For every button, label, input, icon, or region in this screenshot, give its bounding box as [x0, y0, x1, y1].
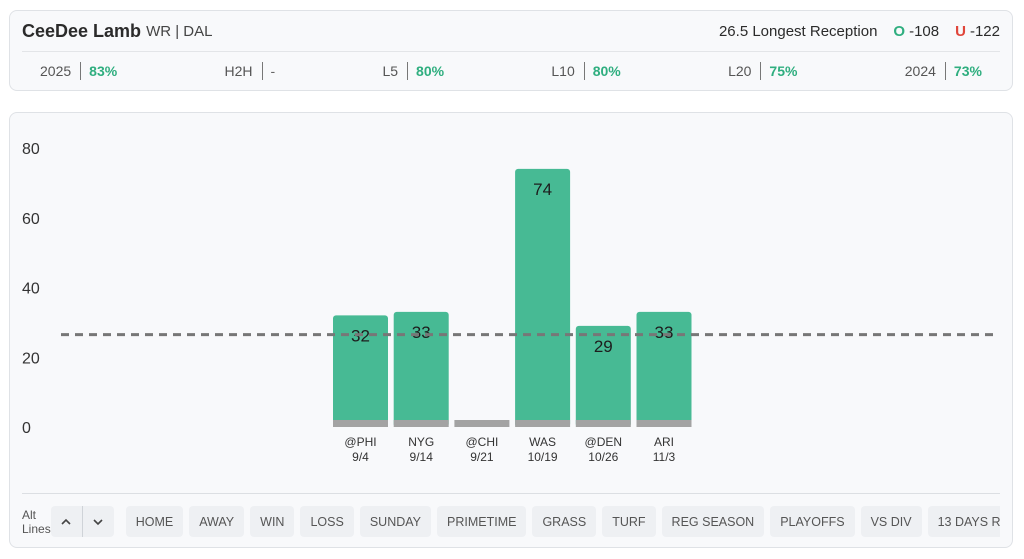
stat-label: L10	[551, 63, 575, 79]
alt-line-up[interactable]	[51, 506, 82, 537]
stats-row: 2025 83% H2H - L5 80% L10 80% L20 75% 2024 73%	[40, 51, 982, 91]
stat-label: 2025	[40, 63, 72, 79]
stat-value: 73%	[953, 63, 982, 79]
stat-value: 80%	[416, 63, 445, 79]
player-position: WR | DAL	[146, 22, 213, 40]
over-odds[interactable]: -108	[909, 22, 940, 40]
filter-button[interactable]: WIN	[250, 506, 295, 537]
bar	[333, 315, 388, 427]
filter-button[interactable]: VS DIV	[860, 506, 922, 537]
stat: L20 75%	[728, 62, 797, 80]
bar-base	[515, 420, 571, 427]
stat-label: L5	[382, 63, 399, 79]
x-tick-label: @CHI	[465, 435, 498, 449]
under-odds[interactable]: -122	[969, 22, 1000, 40]
stat-separator	[261, 62, 263, 80]
x-tick-label: WAS	[529, 435, 556, 449]
filter-button[interactable]: LOSS	[300, 506, 354, 537]
x-tick-label: NYG	[408, 435, 434, 449]
bar-base	[393, 420, 449, 427]
under-label[interactable]: U	[955, 22, 966, 40]
bar-value-label: 33	[655, 323, 674, 342]
y-tick-label: 0	[22, 420, 31, 437]
alt-line-down[interactable]	[81, 506, 114, 537]
bar-value-label: 33	[412, 323, 431, 342]
x-tick-date: 9/14	[410, 450, 434, 464]
y-tick-label: 80	[22, 141, 40, 158]
x-tick-date: 10/19	[528, 450, 558, 464]
stat: H2H -	[224, 62, 275, 80]
prop-header: CeeDee Lamb WR | DAL 26.5 Longest Recept…	[9, 10, 1013, 91]
stat-label: 2024	[904, 63, 936, 79]
stat: L10 80%	[551, 62, 621, 80]
x-tick-date: 9/4	[352, 450, 369, 464]
stat-separator	[760, 62, 762, 80]
stat-label: L20	[728, 63, 752, 79]
chevron-up	[61, 518, 71, 525]
stat-separator	[80, 62, 82, 80]
stat-value: 80%	[592, 63, 621, 79]
x-tick-date: 9/21	[470, 450, 494, 464]
stat-separator	[944, 62, 946, 80]
filter-button[interactable]: SUNDAY	[359, 506, 431, 537]
chart-card: 02040608032@PHI9/433NYG9/14@CHI9/2174WAS…	[9, 112, 1013, 548]
bar-base	[333, 420, 388, 427]
stat-label: H2H	[224, 63, 253, 79]
bar	[575, 325, 631, 427]
filter-button[interactable]: PLAYOFFS	[770, 506, 855, 537]
bar-value-label: 29	[594, 337, 613, 356]
y-tick-label: 20	[22, 350, 40, 367]
alt-line-arrows	[50, 506, 114, 537]
controls: Alt Lines HOME AWAY WIN LOSS SUNDAY PRIMETIME…	[22, 493, 1000, 549]
stat-value: 75%	[769, 63, 798, 79]
over-label[interactable]: O	[893, 22, 906, 40]
y-tick-label: 40	[22, 281, 40, 298]
chart: 02040608032@PHI9/433NYG9/14@CHI9/2174WAS…	[22, 141, 996, 464]
line-text: 26.5 Longest Reception	[718, 22, 878, 40]
player-name: CeeDee Lamb	[22, 20, 142, 41]
bar	[393, 311, 449, 427]
filter-button[interactable]: AWAY	[189, 506, 245, 537]
filter-button[interactable]: TURF	[602, 506, 656, 537]
x-tick-date: 10/26	[588, 450, 618, 464]
prop-line: 26.5 Longest Reception O -108 U -122	[719, 23, 1000, 40]
x-tick-label: @DEN	[585, 435, 623, 449]
stat-separator	[583, 62, 585, 80]
bar-value-label: 74	[533, 180, 552, 199]
chevron-down	[93, 518, 103, 525]
bar	[636, 311, 692, 427]
x-tick-label: @PHI	[344, 435, 376, 449]
filter-button[interactable]: GRASS	[532, 506, 597, 537]
x-tick-label: ARI	[654, 435, 674, 449]
filter-button[interactable]: REG SEASON	[661, 506, 765, 537]
bar-base	[454, 420, 510, 427]
filter-button[interactable]: PRIMETIME	[437, 506, 527, 537]
alt-lines-label: Alt Lines	[22, 507, 51, 536]
filter-button[interactable]: HOME	[125, 506, 184, 537]
bar-base	[636, 420, 692, 427]
stat: L5 80%	[382, 62, 444, 80]
stat: 2024 73%	[905, 62, 982, 80]
filter-button[interactable]: 13 DAYS REST	[927, 506, 1000, 537]
bar-base	[575, 420, 631, 427]
stat-value: -	[270, 63, 276, 79]
stat-value: 83%	[89, 63, 118, 79]
x-tick-date: 11/3	[653, 450, 676, 464]
stat-separator	[407, 62, 409, 80]
bar	[515, 168, 571, 428]
stat: 2025 83%	[40, 62, 117, 80]
title-row: CeeDee Lamb WR | DAL 26.5 Longest Recept…	[22, 11, 1000, 52]
y-tick-label: 60	[22, 211, 40, 228]
